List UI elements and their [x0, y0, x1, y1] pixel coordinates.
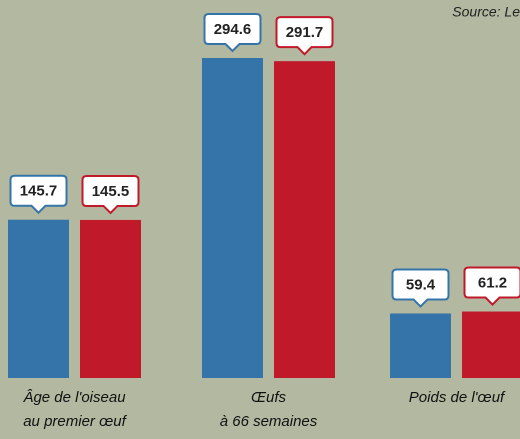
callout — [391, 268, 450, 308]
value-label: 61.2 — [478, 274, 507, 291]
callout — [81, 174, 140, 215]
x-tick-label: Âge de l'oiseau — [22, 389, 126, 406]
callout — [203, 13, 262, 53]
bar — [8, 219, 69, 378]
value-label: 59.4 — [406, 276, 436, 293]
x-tick-label: Œufs — [251, 389, 287, 406]
x-tick-label: Poids de l'œuf — [409, 389, 506, 406]
bar — [462, 311, 520, 378]
value-label: 145.7 — [20, 183, 58, 200]
bar — [390, 313, 451, 378]
bar — [80, 219, 141, 378]
value-label: 145.5 — [92, 183, 130, 200]
callout — [275, 16, 334, 56]
value-label: 291.7 — [286, 24, 324, 41]
callout — [463, 266, 520, 306]
bar — [202, 58, 263, 378]
x-tick-label: au premier œuf — [23, 413, 127, 430]
callout — [9, 174, 68, 215]
x-tick-label: à 66 semaines — [220, 413, 318, 430]
value-label: 294.6 — [214, 21, 252, 38]
source: Source: Le — [452, 4, 520, 20]
bar — [274, 61, 335, 379]
